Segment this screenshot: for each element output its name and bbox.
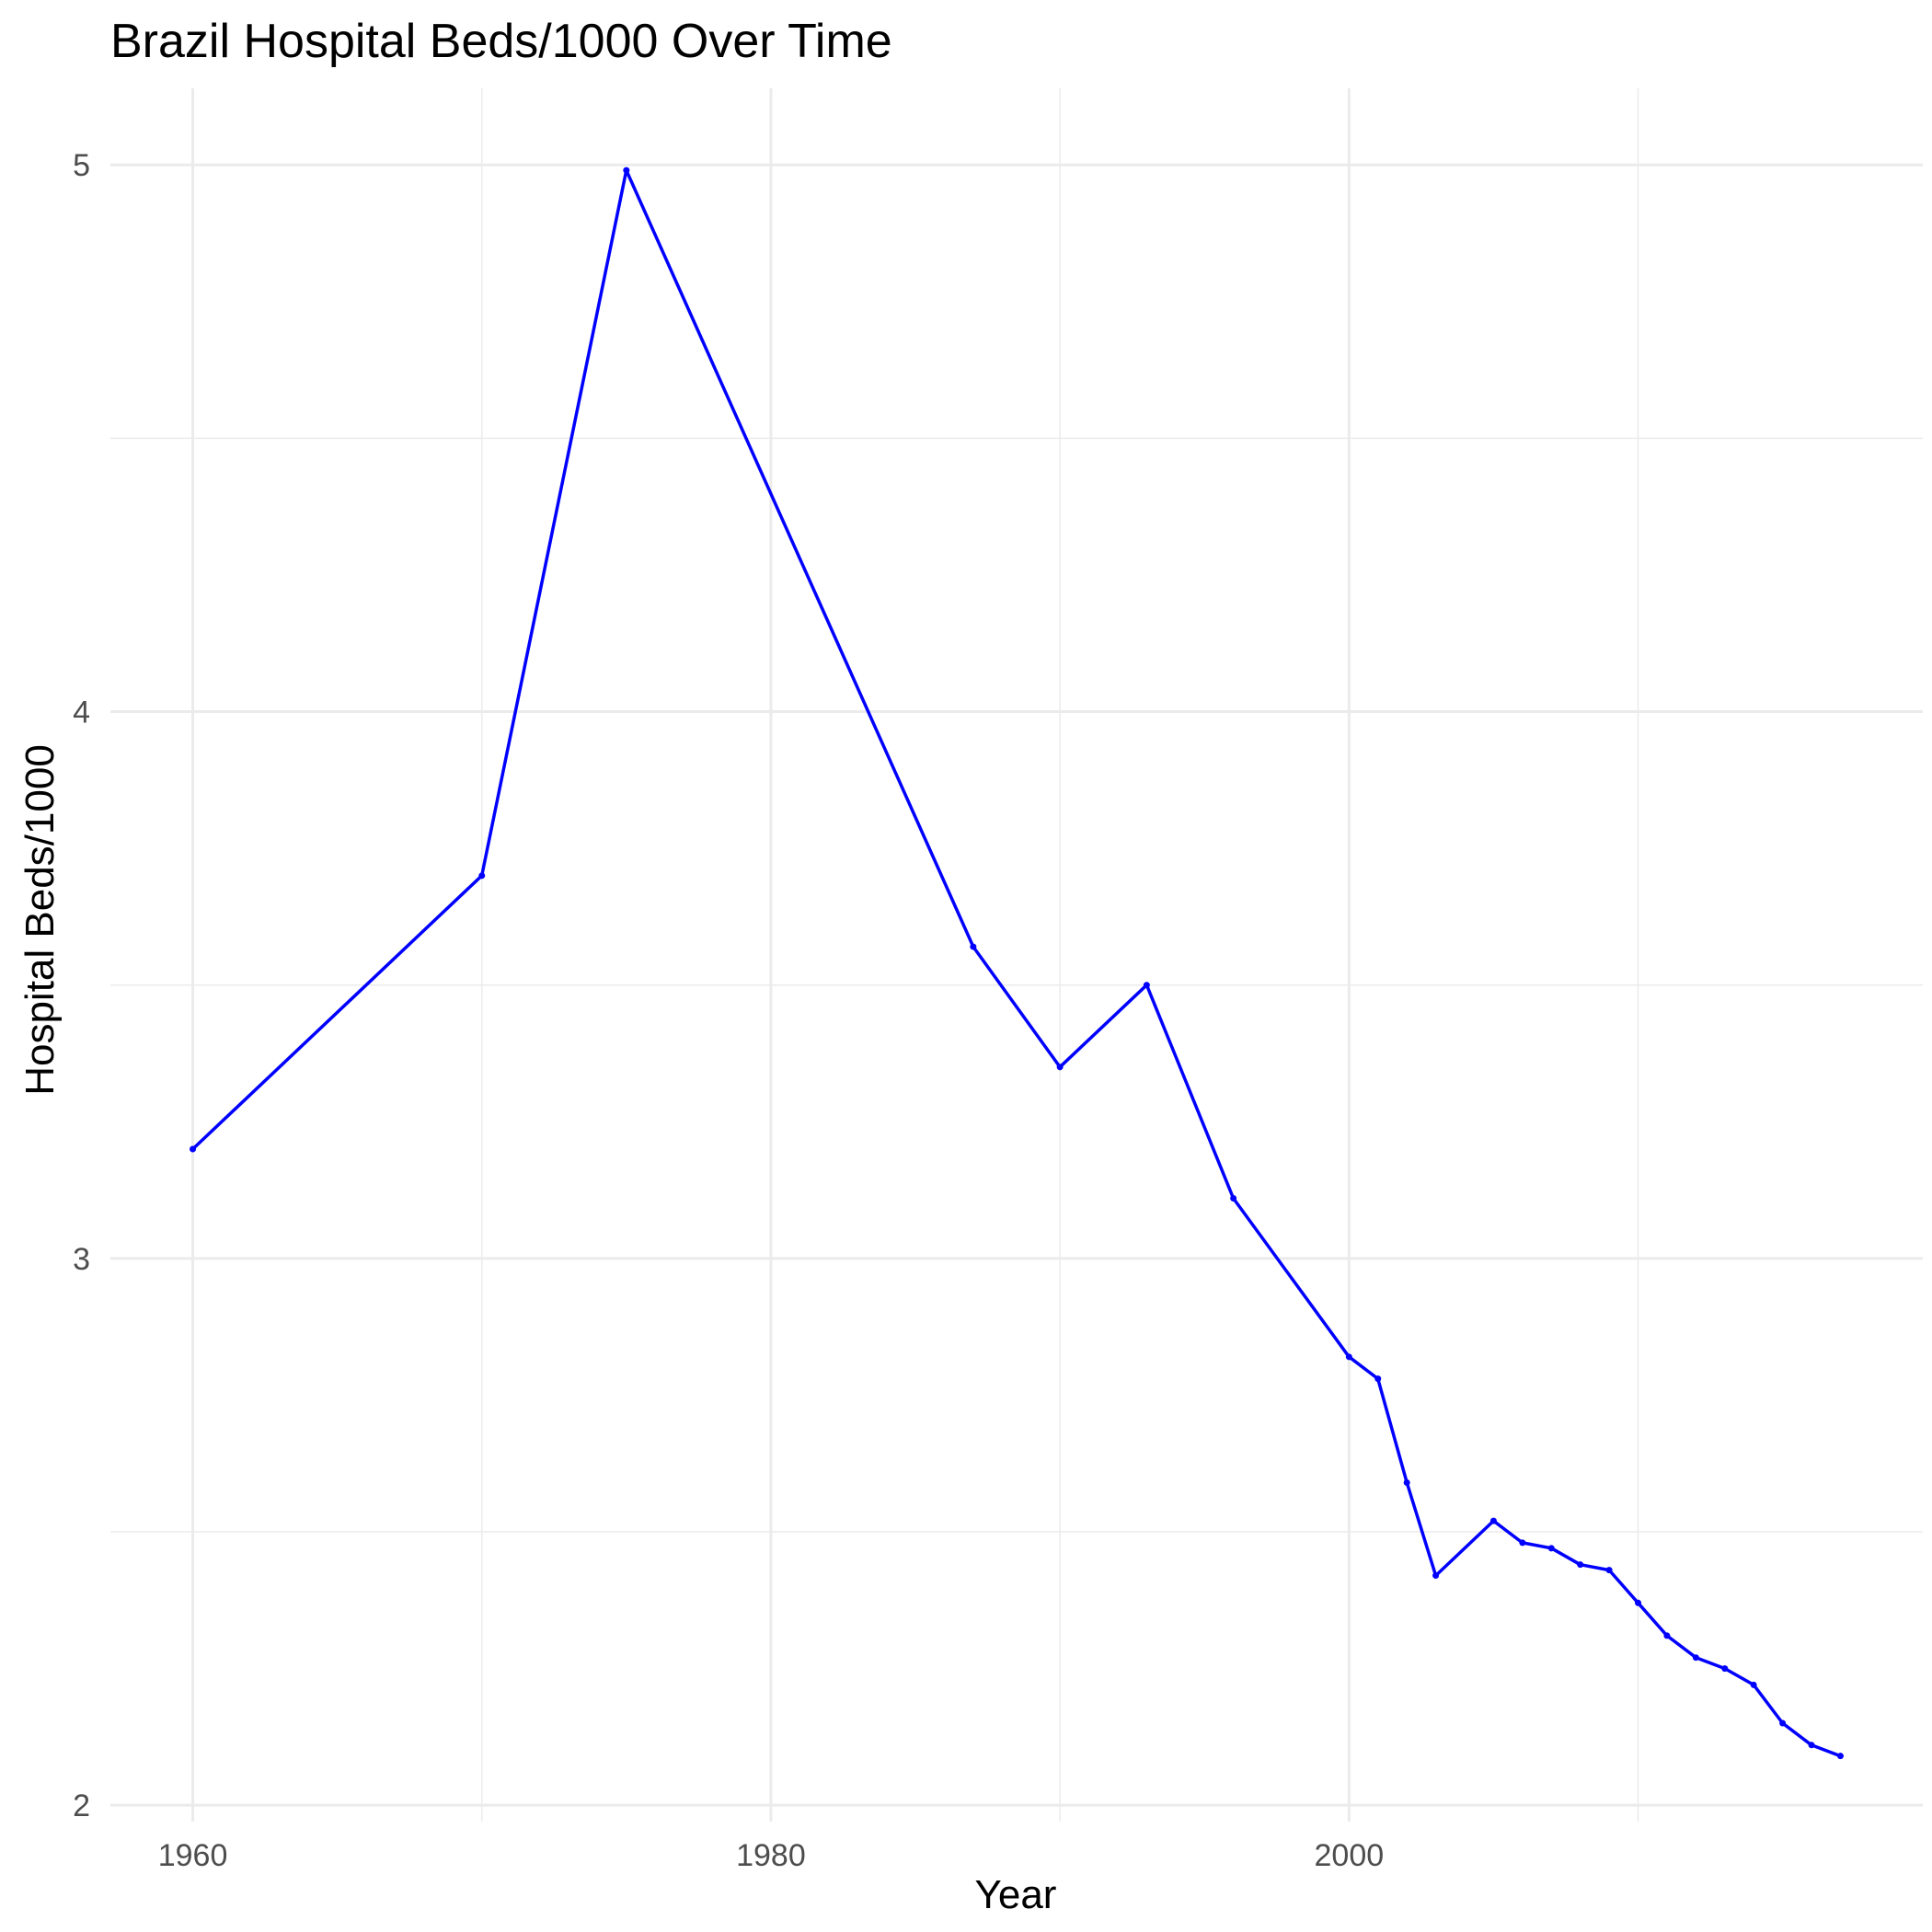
y-tick-label: 2 [73, 1788, 90, 1823]
data-point [478, 872, 486, 880]
data-point [1230, 1194, 1237, 1202]
data-point [1721, 1665, 1729, 1673]
data-point [1345, 1353, 1352, 1361]
data-point [1808, 1742, 1815, 1749]
series-line [191, 168, 1842, 1758]
data-point [1750, 1681, 1757, 1688]
y-axis-ticks: 2 3 4 5 [73, 148, 90, 1823]
data-point [1836, 1753, 1844, 1760]
grid [110, 88, 1923, 1822]
data-point [1403, 1479, 1410, 1487]
x-tick-label: 1960 [158, 1838, 228, 1873]
data-point [1692, 1654, 1699, 1662]
data-point [190, 1145, 197, 1153]
x-axis-title: Year [975, 1872, 1057, 1917]
x-axis-ticks: 1960 1980 2000 [158, 1838, 1384, 1873]
data-point [1663, 1632, 1671, 1639]
data-point [1519, 1539, 1526, 1547]
data-point [1056, 1064, 1064, 1071]
data-point [1605, 1567, 1613, 1574]
y-tick-label: 4 [73, 696, 90, 730]
data-point [1577, 1561, 1584, 1569]
y-tick-label: 5 [73, 148, 90, 183]
x-tick-label: 2000 [1315, 1838, 1385, 1873]
data-point [1547, 1545, 1555, 1552]
data-point [1635, 1599, 1642, 1606]
y-axis-title: Hospital Beds/1000 [17, 744, 63, 1096]
data-point [1432, 1572, 1440, 1580]
y-tick-label: 3 [73, 1242, 90, 1277]
data-point [1143, 982, 1150, 989]
data-series [191, 168, 1842, 1758]
data-point [970, 943, 977, 950]
x-tick-label: 1980 [736, 1838, 806, 1873]
chart-title: Brazil Hospital Beds/1000 Over Time [110, 15, 892, 68]
data-point [1374, 1375, 1382, 1383]
data-point [1489, 1517, 1497, 1524]
data-points [190, 167, 1844, 1760]
data-point [1779, 1719, 1787, 1727]
data-point [623, 167, 630, 174]
